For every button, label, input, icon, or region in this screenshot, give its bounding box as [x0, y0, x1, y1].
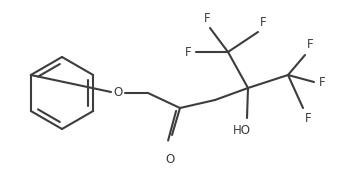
- Text: F: F: [260, 15, 266, 29]
- Text: O: O: [113, 86, 123, 99]
- Text: F: F: [185, 46, 191, 58]
- Text: HO: HO: [233, 124, 251, 137]
- Text: F: F: [204, 11, 210, 24]
- Text: F: F: [307, 39, 313, 52]
- Text: F: F: [305, 112, 311, 124]
- Text: F: F: [319, 76, 325, 89]
- Text: O: O: [165, 153, 175, 166]
